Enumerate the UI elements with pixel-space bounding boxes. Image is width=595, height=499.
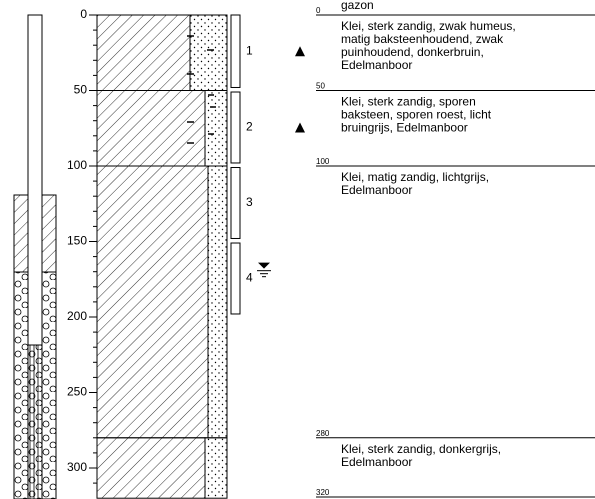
sample-label: 2: [246, 120, 253, 134]
sand-fraction: [205, 438, 227, 498]
depth-label: 0: [316, 6, 321, 15]
tick-label: 250: [67, 385, 87, 399]
layer-description: Klei, matig zandig, lichtgrijs,: [341, 170, 489, 184]
well: [14, 15, 56, 499]
layer-description: Klei, sterk zandig, zwak humeus,: [341, 19, 516, 33]
layer-description: matig baksteenhoudend, zwak: [341, 32, 504, 46]
tick-label: 300: [67, 460, 87, 474]
tick-label: 100: [67, 158, 87, 172]
sample-interval: [231, 243, 240, 314]
layer-description: Edelmanboor: [341, 183, 412, 197]
tick-label: 150: [67, 234, 87, 248]
sample-label: 1: [246, 43, 253, 57]
clay-layer: [97, 15, 190, 91]
sand-fraction: [208, 166, 227, 438]
sample-marker: [295, 46, 305, 56]
borehole-log: 0 50 100 150 200 250 300 1 2 3 4 0 50 100 280 320 gazon K…: [0, 0, 595, 499]
depth-label: 280: [316, 429, 330, 438]
sample-interval: [231, 168, 240, 239]
sample-label: 4: [246, 271, 253, 285]
top-layer: gazon: [341, 0, 374, 12]
depth-label: 100: [316, 157, 330, 166]
layer-description: Edelmanboor: [341, 58, 412, 72]
layer-description: puinhoudend, donkerbruin,: [341, 45, 484, 59]
depth-label: 50: [316, 82, 325, 91]
groundwater-level: [258, 263, 270, 269]
sand-fraction: [190, 15, 227, 91]
clay-layer: [97, 438, 205, 498]
layer-description: Klei, sterk zandig, donkergrijs,: [341, 442, 501, 456]
layer-description: Edelmanboor: [341, 455, 412, 469]
tick-label: 50: [74, 83, 88, 97]
sample-label: 3: [246, 195, 253, 209]
sample-interval: [231, 15, 240, 87]
tick-label: 0: [80, 7, 87, 21]
sample-interval: [231, 92, 240, 163]
clay-layer: [97, 166, 208, 438]
sample-marker: [295, 122, 305, 132]
layer-description: Klei, sterk zandig, sporen: [341, 95, 476, 109]
layer-description: baksteen, sporen roest, licht: [341, 108, 492, 122]
sand-fraction: [205, 91, 227, 167]
clay-layer: [97, 91, 205, 167]
layer-description: bruingrijs, Edelmanboor: [341, 121, 468, 135]
tick-label: 200: [67, 309, 87, 323]
depth-label: 320: [316, 488, 330, 497]
